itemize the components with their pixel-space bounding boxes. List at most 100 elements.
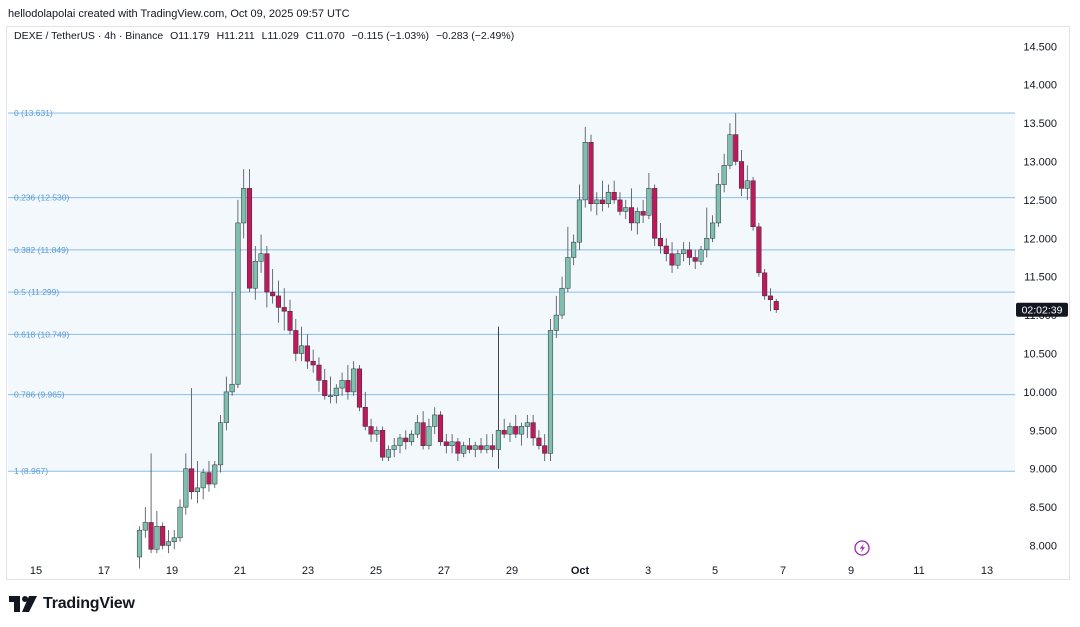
candle-body — [403, 437, 409, 443]
current-price-tag — [1016, 302, 1068, 317]
candle-body — [634, 211, 640, 224]
candle-body — [594, 199, 600, 204]
candle — [617, 192, 623, 216]
candle — [316, 357, 322, 392]
candle — [397, 434, 403, 454]
candle-body — [200, 472, 206, 489]
candle — [582, 126, 588, 208]
candle — [437, 411, 444, 446]
candle — [171, 530, 177, 550]
candle-body — [264, 253, 270, 293]
candle-body — [773, 301, 779, 310]
candle-body — [536, 437, 542, 446]
x-tick-label: Oct — [571, 565, 590, 577]
candle-body — [160, 526, 166, 546]
candle-body — [177, 506, 183, 539]
x-tick-label: 17 — [98, 565, 110, 577]
candle-body — [212, 464, 218, 485]
candle — [588, 134, 594, 212]
candle — [229, 292, 235, 396]
candle-body — [397, 437, 403, 446]
y-tick-label: 11.500 — [1024, 272, 1057, 284]
fib-level-label: 0.786 (9.965) — [14, 390, 65, 400]
candle — [403, 430, 409, 450]
candle — [414, 414, 420, 438]
candle-body — [154, 526, 160, 550]
candle — [750, 176, 756, 231]
candle — [547, 318, 554, 462]
candle — [605, 184, 611, 208]
candle-body — [316, 364, 322, 381]
candle-body — [409, 433, 415, 443]
candle — [744, 165, 750, 200]
candle-body — [142, 522, 148, 531]
candle-body — [281, 307, 287, 312]
candle-body — [762, 272, 768, 297]
x-tick-label: 29 — [506, 565, 518, 577]
candle — [212, 461, 218, 488]
candle — [241, 169, 247, 239]
candle-body — [542, 445, 548, 454]
candle-body — [189, 468, 195, 492]
candle — [304, 334, 310, 369]
candle — [160, 522, 166, 550]
candle-body — [738, 161, 745, 189]
candle — [466, 437, 473, 454]
candle — [663, 238, 669, 262]
candle — [686, 242, 692, 266]
candle — [611, 180, 617, 204]
candle-body — [437, 414, 444, 443]
change-value: −0.115 (−1.03%) — [351, 30, 430, 42]
y-tick-label: 12.500 — [1023, 195, 1057, 207]
candle — [628, 188, 635, 231]
candle-body — [218, 422, 224, 466]
x-tick-label: 25 — [370, 565, 382, 577]
candle-body — [206, 472, 212, 485]
candle-body — [368, 426, 374, 435]
candle — [756, 222, 762, 277]
candle — [183, 453, 189, 515]
tradingview-brand[interactable]: TradingView — [9, 594, 135, 614]
candle-body — [623, 207, 629, 212]
candle-body — [767, 295, 774, 300]
candle-body — [605, 191, 611, 204]
candle — [634, 207, 640, 235]
candle-body — [310, 360, 316, 366]
candle — [519, 422, 525, 446]
candle — [461, 441, 467, 458]
candle-body — [252, 261, 258, 289]
candle-body — [183, 468, 189, 508]
candle — [333, 384, 339, 404]
candle — [351, 361, 357, 396]
candle — [252, 245, 258, 300]
candle-body — [148, 522, 154, 550]
symbol-name[interactable]: DEXE / TetherUS · 4h · Binance — [14, 30, 164, 42]
candle-body — [270, 291, 276, 297]
candle-body — [524, 422, 530, 427]
x-tick-label: 19 — [166, 565, 178, 577]
candle — [773, 298, 779, 313]
x-tick-label: 23 — [302, 565, 314, 577]
candle-body — [640, 211, 646, 216]
candle-body — [275, 295, 281, 308]
candle — [698, 245, 704, 266]
candle-body — [559, 287, 565, 316]
candle — [281, 288, 287, 331]
candle-body — [547, 330, 554, 454]
candle-body — [171, 537, 177, 542]
candle-body — [443, 441, 449, 446]
candle — [681, 242, 687, 262]
candle — [194, 461, 200, 504]
candle-body — [235, 222, 241, 385]
candle — [536, 430, 542, 450]
lightning-icon[interactable] — [854, 540, 870, 556]
candle — [385, 445, 391, 462]
candle — [710, 215, 716, 243]
candle — [646, 173, 652, 220]
candle — [362, 391, 368, 431]
candle — [374, 426, 380, 442]
candle-body — [565, 257, 571, 289]
y-tick-label: 9.000 — [1029, 464, 1057, 476]
candle — [432, 407, 438, 435]
